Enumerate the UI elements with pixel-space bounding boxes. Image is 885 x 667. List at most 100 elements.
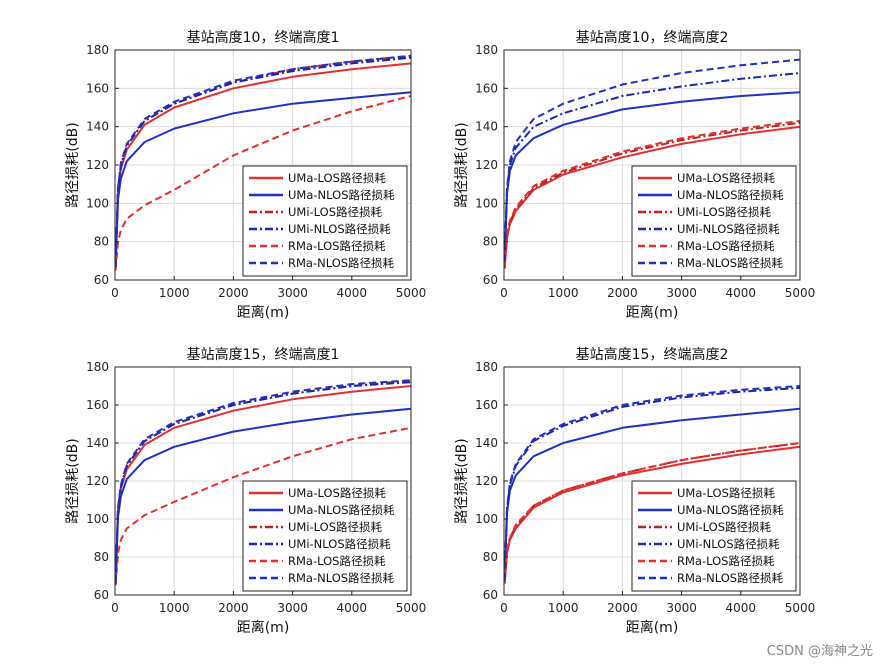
x-axis-label: 距离(m): [626, 619, 679, 636]
x-tick-label: 5000: [396, 601, 427, 615]
x-tick-label: 1000: [159, 601, 190, 615]
y-axis-label: 路径损耗(dB): [65, 438, 81, 523]
legend-label-6: RMa-NLOS路径损耗: [288, 571, 395, 585]
legend-label-4: UMi-NLOS路径损耗: [288, 537, 391, 551]
y-axis-label: 路径损耗(dB): [65, 122, 81, 207]
legend-box: [242, 165, 408, 277]
watermark-text: CSDN @海神之光: [766, 644, 873, 659]
y-tick-label: 140: [475, 436, 498, 450]
legend-label-6: RMa-NLOS路径损耗: [677, 256, 784, 270]
series-line-6: [504, 58, 800, 261]
legend-label-2: UMa-NLOS路径损耗: [288, 503, 395, 517]
legend-label-3: UMi-LOS路径损耗: [288, 520, 383, 534]
legend-label-2: UMa-NLOS路径损耗: [288, 188, 395, 202]
x-tick-label: 1000: [548, 601, 579, 615]
x-tick-label: 2000: [607, 601, 638, 615]
y-tick-label: 60: [483, 588, 498, 602]
y-tick-label: 180: [86, 360, 109, 374]
legend-label-2: UMa-NLOS路径损耗: [677, 188, 784, 202]
y-tick-label: 160: [475, 81, 498, 95]
x-axis-label: 距离(m): [237, 619, 290, 636]
x-tick-label: 2000: [607, 286, 638, 300]
series-line-2: [115, 91, 411, 267]
x-tick-label: 3000: [277, 286, 308, 300]
series-line-5: [115, 426, 411, 586]
x-tick-label: 5000: [396, 286, 427, 300]
series-line-6: [115, 54, 411, 267]
x-axis-label: 距离(m): [626, 304, 679, 321]
y-axis-label: 路径损耗(dB): [454, 122, 470, 207]
chart-title: 基站高度10，终端高度1: [187, 29, 340, 46]
x-axis-label: 距离(m): [237, 304, 290, 321]
y-tick-label: 60: [94, 273, 109, 287]
legend-label-3: UMi-LOS路径损耗: [677, 520, 772, 534]
chart-panel-4: 0 1000 2000 3000 4000 5000 60 80 100 120 140 160 180…: [454, 346, 815, 636]
y-tick-label: 60: [483, 273, 498, 287]
legend-label-4: UMi-NLOS路径损耗: [677, 537, 780, 551]
y-tick-label: 120: [475, 158, 498, 172]
x-tick-label: 0: [111, 601, 119, 615]
series-line-6: [504, 385, 800, 580]
y-tick-label: 80: [94, 550, 109, 564]
legend-box: [631, 480, 797, 592]
x-tick-label: 1000: [548, 286, 579, 300]
legend: UMa-LOS路径损耗 UMa-NLOS路径损耗 UMi-LOS路径损耗 UMi-NL…: [631, 480, 797, 592]
legend-label-3: UMi-LOS路径损耗: [677, 205, 772, 219]
legend-label-2: UMa-NLOS路径损耗: [677, 503, 784, 517]
x-tick-label: 0: [111, 286, 119, 300]
y-tick-label: 120: [475, 474, 498, 488]
series-line-5: [504, 119, 800, 269]
y-tick-label: 180: [475, 43, 498, 57]
legend-label-3: UMi-LOS路径损耗: [288, 205, 383, 219]
legend: UMa-LOS路径损耗 UMa-NLOS路径损耗 UMi-LOS路径损耗 UMi-NL…: [242, 165, 408, 277]
y-tick-label: 140: [475, 120, 498, 134]
y-tick-label: 180: [86, 43, 109, 57]
y-tick-label: 180: [475, 360, 498, 374]
chart-title: 基站高度10，终端高度2: [576, 29, 729, 46]
series-group: [504, 385, 800, 584]
legend-label-1: UMa-LOS路径损耗: [288, 171, 386, 185]
legend-label-5: RMa-LOS路径损耗: [288, 239, 386, 253]
x-tick-label: 2000: [218, 286, 249, 300]
x-tick-label: 0: [500, 286, 508, 300]
x-tick-label: 3000: [666, 601, 697, 615]
legend-label-4: UMi-NLOS路径损耗: [288, 222, 391, 236]
legend-label-4: UMi-NLOS路径损耗: [677, 222, 780, 236]
chart-panel-3: 0 1000 2000 3000 4000 5000 60 80 100 120 140 160 180…: [65, 346, 426, 636]
x-tick-label: 4000: [337, 601, 368, 615]
legend-label-6: RMa-NLOS路径损耗: [288, 256, 395, 270]
legend-label-1: UMa-LOS路径损耗: [677, 486, 775, 500]
x-tick-label: 3000: [666, 286, 697, 300]
y-tick-label: 140: [86, 120, 109, 134]
series-group: [115, 54, 411, 271]
series-line-4: [115, 56, 411, 267]
y-tick-label: 120: [86, 474, 109, 488]
legend-box: [242, 480, 408, 592]
series-line-2: [115, 407, 411, 584]
legend-label-5: RMa-LOS路径损耗: [677, 239, 775, 253]
legend-label-1: UMa-LOS路径损耗: [288, 486, 386, 500]
legend-label-1: UMa-LOS路径损耗: [677, 171, 775, 185]
series-line-4: [115, 381, 411, 584]
x-tick-label: 1000: [159, 286, 190, 300]
chart-title: 基站高度15，终端高度2: [576, 346, 729, 363]
legend-box: [631, 165, 797, 277]
series-line-6: [115, 379, 411, 584]
y-tick-label: 100: [475, 512, 498, 526]
series-group: [504, 58, 800, 269]
y-tick-label: 80: [483, 235, 498, 249]
y-axis-label: 路径损耗(dB): [454, 438, 470, 523]
series-group: [115, 379, 411, 586]
legend: UMa-LOS路径损耗 UMa-NLOS路径损耗 UMi-LOS路径损耗 UMi-NL…: [242, 480, 408, 592]
x-tick-label: 5000: [785, 286, 816, 300]
chart-panel-2: 0 1000 2000 3000 4000 5000 60 80 100 120 140 160 180…: [454, 29, 815, 321]
x-tick-label: 0: [500, 601, 508, 615]
y-tick-label: 120: [86, 158, 109, 172]
y-tick-label: 100: [86, 196, 109, 210]
y-tick-label: 160: [86, 81, 109, 95]
x-tick-label: 5000: [785, 601, 816, 615]
y-tick-label: 140: [86, 436, 109, 450]
y-tick-label: 160: [475, 398, 498, 412]
y-tick-label: 160: [86, 398, 109, 412]
